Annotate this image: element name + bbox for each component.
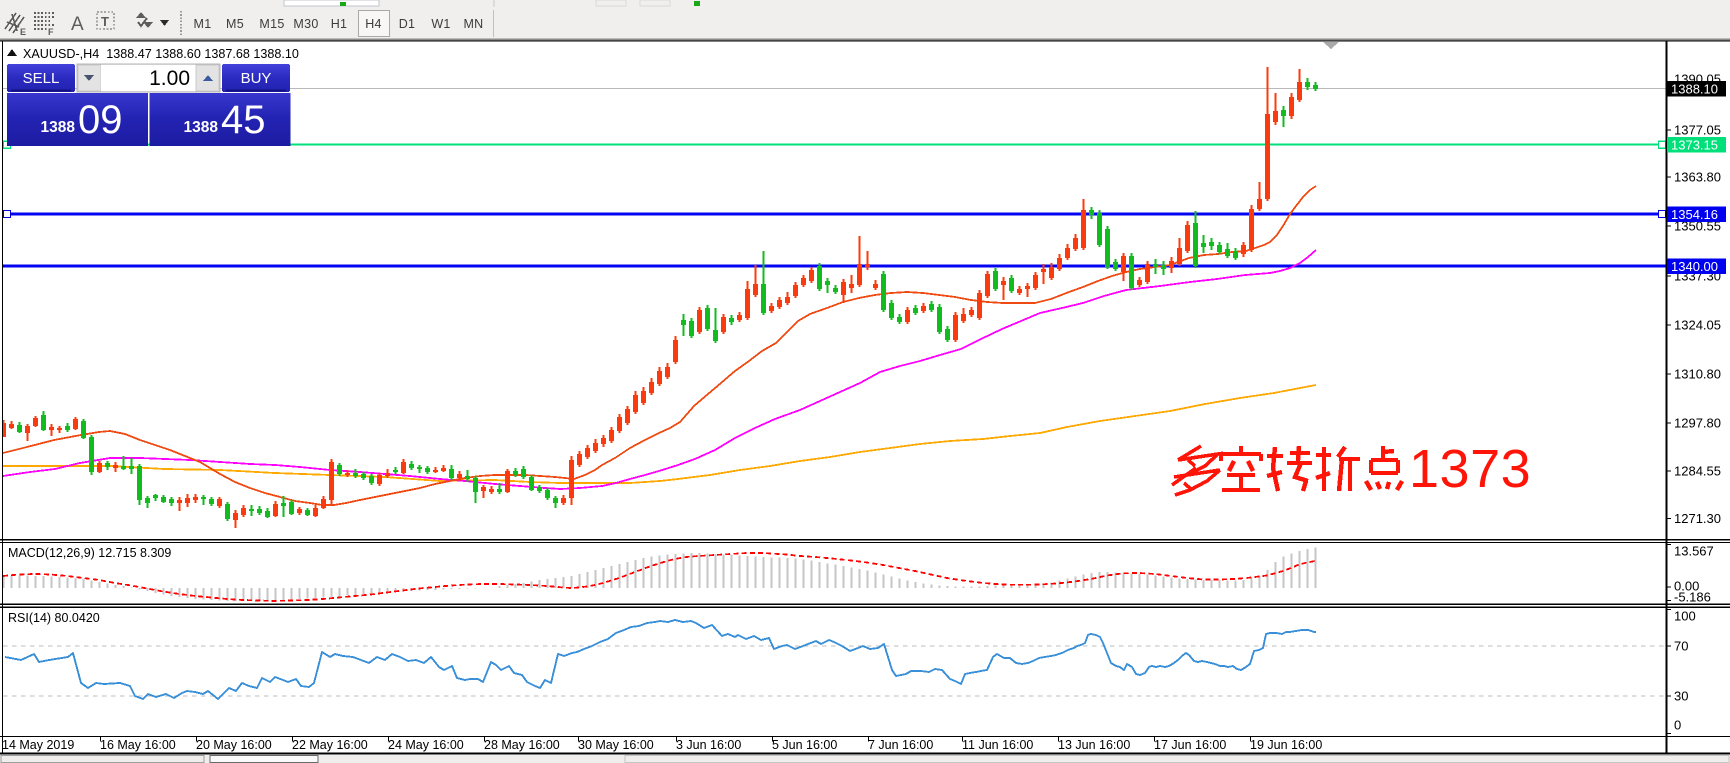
svg-text:MACD(12,26,9) 12.715 8.309: MACD(12,26,9) 12.715 8.309 bbox=[8, 546, 171, 560]
svg-text:1310.80: 1310.80 bbox=[1674, 367, 1721, 382]
svg-text:T: T bbox=[101, 14, 109, 29]
svg-text:1271.30: 1271.30 bbox=[1674, 511, 1721, 526]
svg-text:1284.55: 1284.55 bbox=[1674, 464, 1721, 479]
svg-text:E: E bbox=[20, 27, 26, 37]
svg-text:1388.10: 1388.10 bbox=[1671, 82, 1718, 97]
svg-text:14 May 2019: 14 May 2019 bbox=[2, 738, 74, 752]
svg-text:1.00: 1.00 bbox=[149, 67, 190, 90]
svg-text:20 May 16:00: 20 May 16:00 bbox=[196, 738, 272, 752]
svg-text:17 Jun 16:00: 17 Jun 16:00 bbox=[1154, 738, 1226, 752]
svg-text:XAUUSD-,H4 1388.47 1388.60 13: XAUUSD-,H4 1388.47 1388.60 1387.68 1388.… bbox=[23, 47, 299, 61]
svg-text:MN: MN bbox=[463, 17, 483, 31]
svg-text:0: 0 bbox=[1674, 718, 1681, 733]
svg-text:24 May 16:00: 24 May 16:00 bbox=[388, 738, 464, 752]
svg-text:BUY: BUY bbox=[241, 70, 272, 87]
svg-text:M15: M15 bbox=[259, 17, 284, 31]
svg-text:30: 30 bbox=[1674, 689, 1688, 704]
svg-text:1324.05: 1324.05 bbox=[1674, 318, 1721, 333]
svg-text:1377.05: 1377.05 bbox=[1674, 123, 1721, 138]
svg-text:3 Jun 16:00: 3 Jun 16:00 bbox=[676, 738, 741, 752]
svg-text:13 Jun 16:00: 13 Jun 16:00 bbox=[1058, 738, 1130, 752]
svg-text:M1: M1 bbox=[194, 17, 212, 31]
svg-text:M30: M30 bbox=[293, 17, 318, 31]
svg-text:W1: W1 bbox=[431, 17, 450, 31]
svg-text:13.567: 13.567 bbox=[1674, 544, 1714, 559]
svg-text:7 Jun 16:00: 7 Jun 16:00 bbox=[868, 738, 933, 752]
svg-text:22 May 16:00: 22 May 16:00 bbox=[292, 738, 368, 752]
svg-text:H4: H4 bbox=[365, 17, 382, 31]
svg-text:0.00: 0.00 bbox=[1674, 579, 1699, 594]
svg-text:1363.80: 1363.80 bbox=[1674, 170, 1721, 185]
svg-text:70: 70 bbox=[1674, 639, 1688, 654]
svg-text:1388: 1388 bbox=[41, 119, 76, 136]
svg-text:F: F bbox=[48, 27, 54, 37]
svg-text:-5.186: -5.186 bbox=[1674, 590, 1711, 605]
svg-text:28 May 16:00: 28 May 16:00 bbox=[484, 738, 560, 752]
svg-text:09: 09 bbox=[78, 98, 123, 142]
svg-text:1373.15: 1373.15 bbox=[1671, 138, 1718, 153]
svg-text:5 Jun 16:00: 5 Jun 16:00 bbox=[772, 738, 837, 752]
svg-text:19 Jun 16:00: 19 Jun 16:00 bbox=[1250, 738, 1322, 752]
svg-text:1373: 1373 bbox=[1409, 439, 1531, 499]
svg-text:45: 45 bbox=[221, 98, 266, 142]
svg-text:16 May 16:00: 16 May 16:00 bbox=[100, 738, 176, 752]
svg-text:RSI(14) 80.0420: RSI(14) 80.0420 bbox=[8, 611, 100, 625]
svg-text:SELL: SELL bbox=[23, 70, 60, 87]
svg-text:H1: H1 bbox=[331, 17, 348, 31]
svg-text:1350.55: 1350.55 bbox=[1674, 219, 1721, 234]
svg-text:1340.00: 1340.00 bbox=[1671, 259, 1718, 274]
svg-text:M5: M5 bbox=[226, 17, 244, 31]
svg-text:A: A bbox=[71, 14, 84, 35]
svg-text:11 Jun 16:00: 11 Jun 16:00 bbox=[962, 738, 1033, 752]
svg-text:1388: 1388 bbox=[184, 119, 219, 136]
svg-text:100: 100 bbox=[1674, 609, 1696, 624]
svg-text:1297.80: 1297.80 bbox=[1674, 416, 1721, 431]
svg-text:D1: D1 bbox=[399, 17, 416, 31]
svg-text:1354.16: 1354.16 bbox=[1671, 207, 1718, 222]
svg-text:30 May 16:00: 30 May 16:00 bbox=[578, 738, 654, 752]
